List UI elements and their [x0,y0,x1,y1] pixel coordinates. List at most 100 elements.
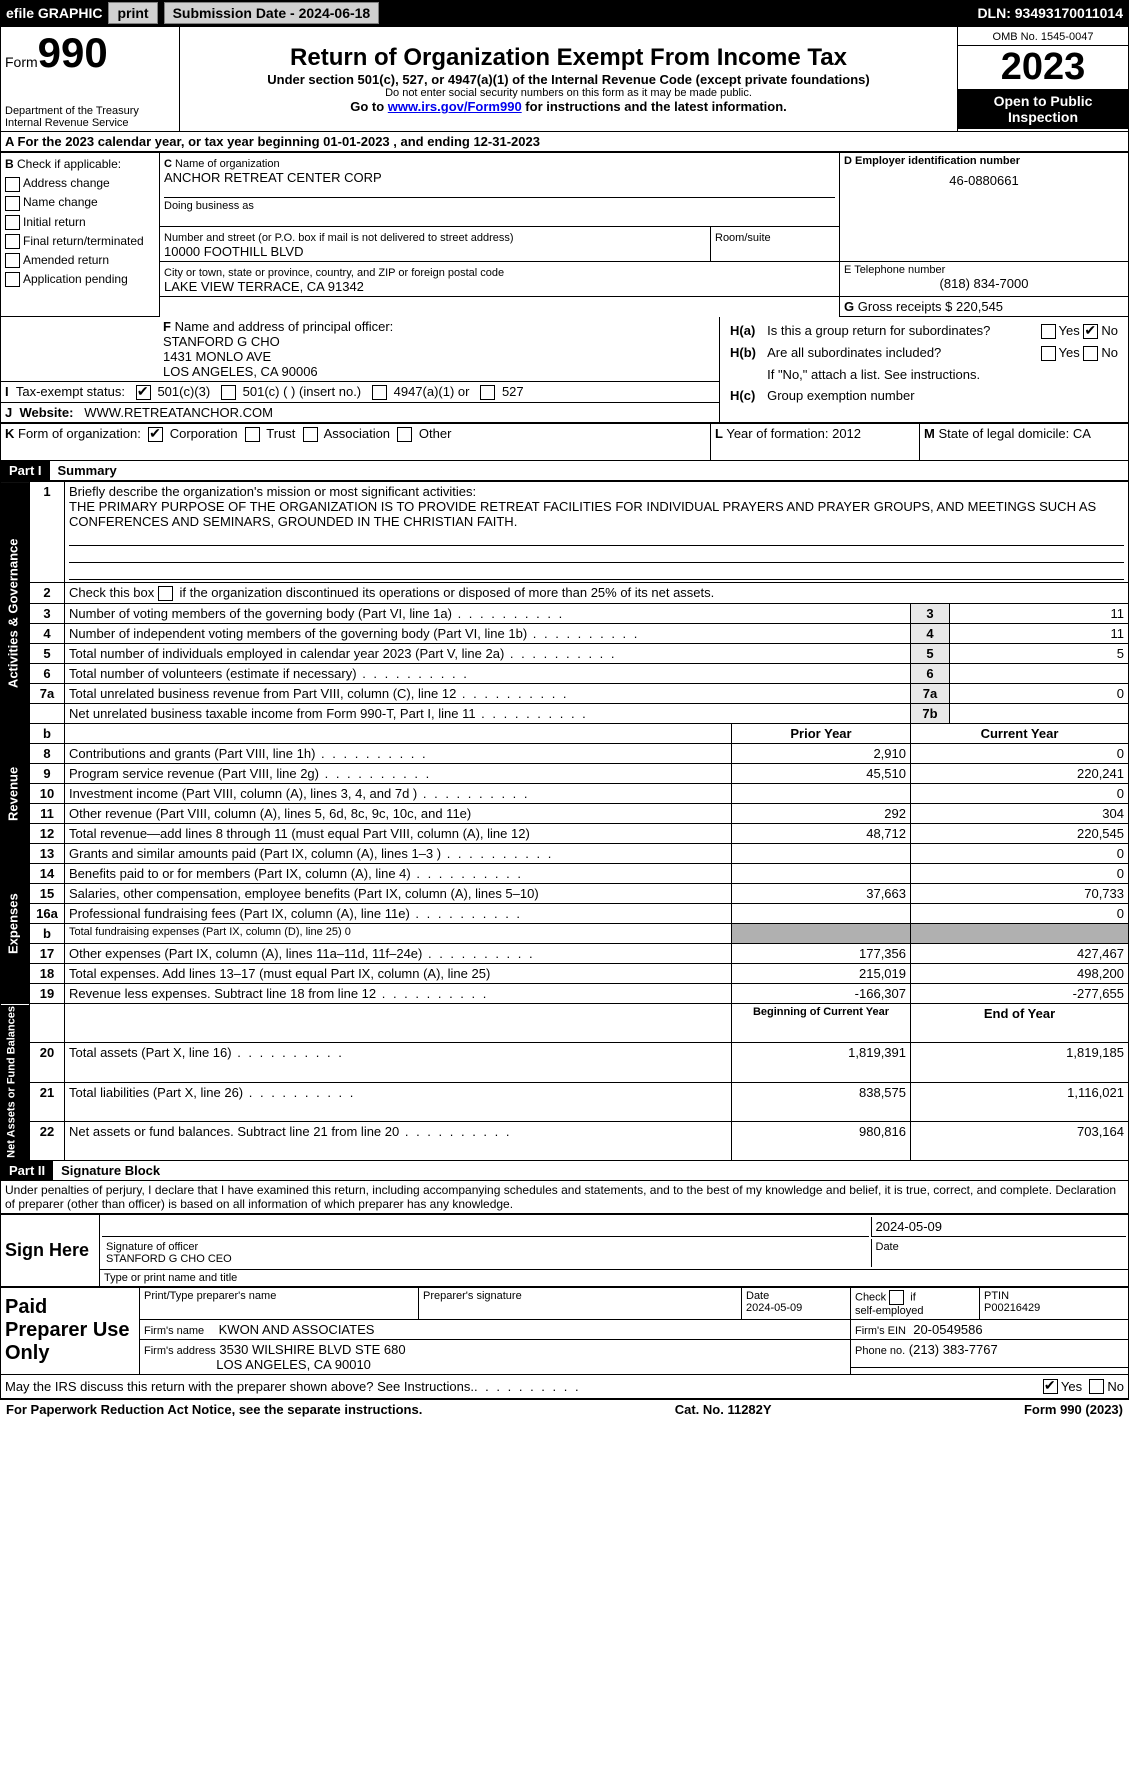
net-row: 22 Net assets or fund balances. Subtract… [1,1121,1129,1160]
goto-prefix: Go to [350,99,388,114]
form-word: Form [5,54,38,70]
section-a: A For the 2023 calendar year, or tax yea… [0,132,1129,152]
a-begin: 01-01-2023 [323,134,390,149]
entity-info-table: B Check if applicable: Address change Na… [0,152,1129,317]
section-e: E Telephone number (818) 834-7000 [840,262,1129,297]
section-j: J Website: WWW.RETREATANCHOR.COM [1,403,720,423]
submission-date: Submission Date - 2024-06-18 [164,2,380,24]
application-pending-checkbox[interactable] [5,272,20,287]
expense-row: 18 Total expenses. Add lines 13–17 (must… [1,964,1129,984]
form-subtitle: Under section 501(c), 527, or 4947(a)(1)… [184,72,953,87]
discuss-no-checkbox[interactable] [1089,1379,1104,1394]
firm-addr1: 3530 WILSHIRE BLVD STE 680 [219,1342,405,1357]
expense-row: 19 Revenue less expenses. Subtract line … [1,984,1129,1004]
line2: Check this box if the organization disco… [65,583,1129,604]
ha-yes-checkbox[interactable] [1041,324,1056,339]
section-l: L Year of formation: 2012 [711,424,920,461]
assoc-checkbox[interactable] [303,427,318,442]
amended-return-checkbox[interactable] [5,253,20,268]
section-k: K Form of organization: Corporation Trus… [1,424,711,461]
paid-preparer: Paid Preparer Use Only [1,1287,140,1374]
efile-label: efile GRAPHIC [6,5,102,21]
declaration: Under penalties of perjury, I declare th… [0,1181,1129,1214]
k-l-m-table: K Form of organization: Corporation Trus… [0,423,1129,461]
ein: 46-0880661 [844,167,1124,194]
section-c-city: City or town, state or province, country… [160,262,840,297]
prep-date: 2024-05-09 [746,1302,802,1314]
end-year-header: End of Year [911,1004,1129,1043]
final-return-checkbox[interactable] [5,234,20,249]
firm-addr2: LOS ANGELES, CA 90010 [216,1357,371,1372]
form-header: Form990 Department of the Treasury Inter… [0,26,1129,132]
section-c-street: Number and street (or P.O. box if mail i… [160,227,711,262]
name-change-checkbox[interactable] [5,196,20,211]
expense-row: b Total fundraising expenses (Part IX, c… [1,924,1129,944]
expense-row: 17 Other expenses (Part IX, column (A), … [1,944,1129,964]
officer-street: 1431 MONLO AVE [163,349,271,364]
corp-checkbox[interactable] [148,427,163,442]
print-button[interactable]: print [108,2,157,24]
pra-notice: For Paperwork Reduction Act Notice, see … [6,1402,422,1417]
ag-row: 4 Number of independent voting members o… [1,624,1129,644]
section-m: M State of legal domicile: CA [920,424,1129,461]
501c-checkbox[interactable] [221,385,236,400]
form-label-footer: Form 990 (2023) [1024,1402,1123,1417]
expense-row: 14 Benefits paid to or for members (Part… [1,864,1129,884]
year-formation: 2012 [832,426,861,441]
open-inspection: Open to Public Inspection [958,89,1128,129]
part1-header: Part I Summary [0,461,1129,481]
part1-title: Summary [50,461,125,480]
side-expenses: Expenses [1,844,30,1004]
section-c-name: C Name of organization ANCHOR RETREAT CE… [160,153,840,227]
expense-row: 15 Salaries, other compensation, employe… [1,884,1129,904]
revenue-row: 12 Total revenue—add lines 8 through 11 … [1,824,1129,844]
mission-description: THE PRIMARY PURPOSE OF THE ORGANIZATION … [69,499,1096,529]
irs-link[interactable]: www.irs.gov/Form990 [388,99,522,114]
part2-header: Part II Signature Block [0,1161,1129,1181]
goto-suffix: for instructions and the latest informat… [522,99,787,114]
ag-row: Net unrelated business taxable income fr… [1,704,1129,724]
discuss-row: May the IRS discuss this return with the… [0,1375,1129,1399]
revenue-row: 10 Investment income (Part VIII, column … [1,784,1129,804]
dln: DLN: 93493170011014 [977,5,1123,21]
hb-no-checkbox[interactable] [1083,346,1098,361]
officer-city: LOS ANGELES, CA 90006 [163,364,318,379]
section-i: I Tax-exempt status: 501(c)(3) 501(c) ( … [1,382,720,403]
trust-checkbox[interactable] [245,427,260,442]
ag-row: 6 Total number of volunteers (estimate i… [1,664,1129,684]
firm-name: KWON AND ASSOCIATES [219,1322,375,1337]
tax-year: 2023 [958,46,1128,89]
501c3-checkbox[interactable] [136,385,151,400]
discuss-yes-checkbox[interactable] [1043,1379,1058,1394]
prior-year-header: Prior Year [732,724,911,744]
other-checkbox[interactable] [397,427,412,442]
ha-no-checkbox[interactable] [1083,324,1098,339]
phone: (818) 834-7000 [844,276,1124,291]
firm-ein: 20-0549586 [913,1322,982,1337]
527-checkbox[interactable] [480,385,495,400]
revenue-row: 9 Program service revenue (Part VIII, li… [1,764,1129,784]
section-h: H(a) Is this a group return for subordin… [720,317,1129,423]
side-net-assets: Net Assets or Fund Balances [1,1004,30,1161]
website-url: WWW.RETREATANCHOR.COM [84,405,273,420]
ag-row: 7a Total unrelated business revenue from… [1,684,1129,704]
self-employed-checkbox[interactable] [889,1290,904,1305]
initial-return-checkbox[interactable] [5,215,20,230]
form-title: Return of Organization Exempt From Incom… [184,44,953,72]
a-text2: , and ending [393,134,473,149]
dba-label: Doing business as [164,197,835,212]
ag-row: 3 Number of voting members of the govern… [1,604,1129,624]
form-number: 990 [38,29,108,76]
a-end: 12-31-2023 [473,134,540,149]
current-year-header: Current Year [911,724,1129,744]
catalog-number: Cat. No. 11282Y [675,1402,772,1417]
ptin: P00216429 [984,1302,1040,1314]
officer-sig: STANFORD G CHO CEO [106,1253,232,1265]
hb-yes-checkbox[interactable] [1041,346,1056,361]
address-change-checkbox[interactable] [5,177,20,192]
part1-table: Activities & Governance 1 Briefly descri… [0,481,1129,1161]
irs-label: Internal Revenue Service [5,117,175,129]
4947-checkbox[interactable] [372,385,387,400]
side-activities-governance: Activities & Governance [1,482,30,744]
discontinued-checkbox[interactable] [158,586,173,601]
